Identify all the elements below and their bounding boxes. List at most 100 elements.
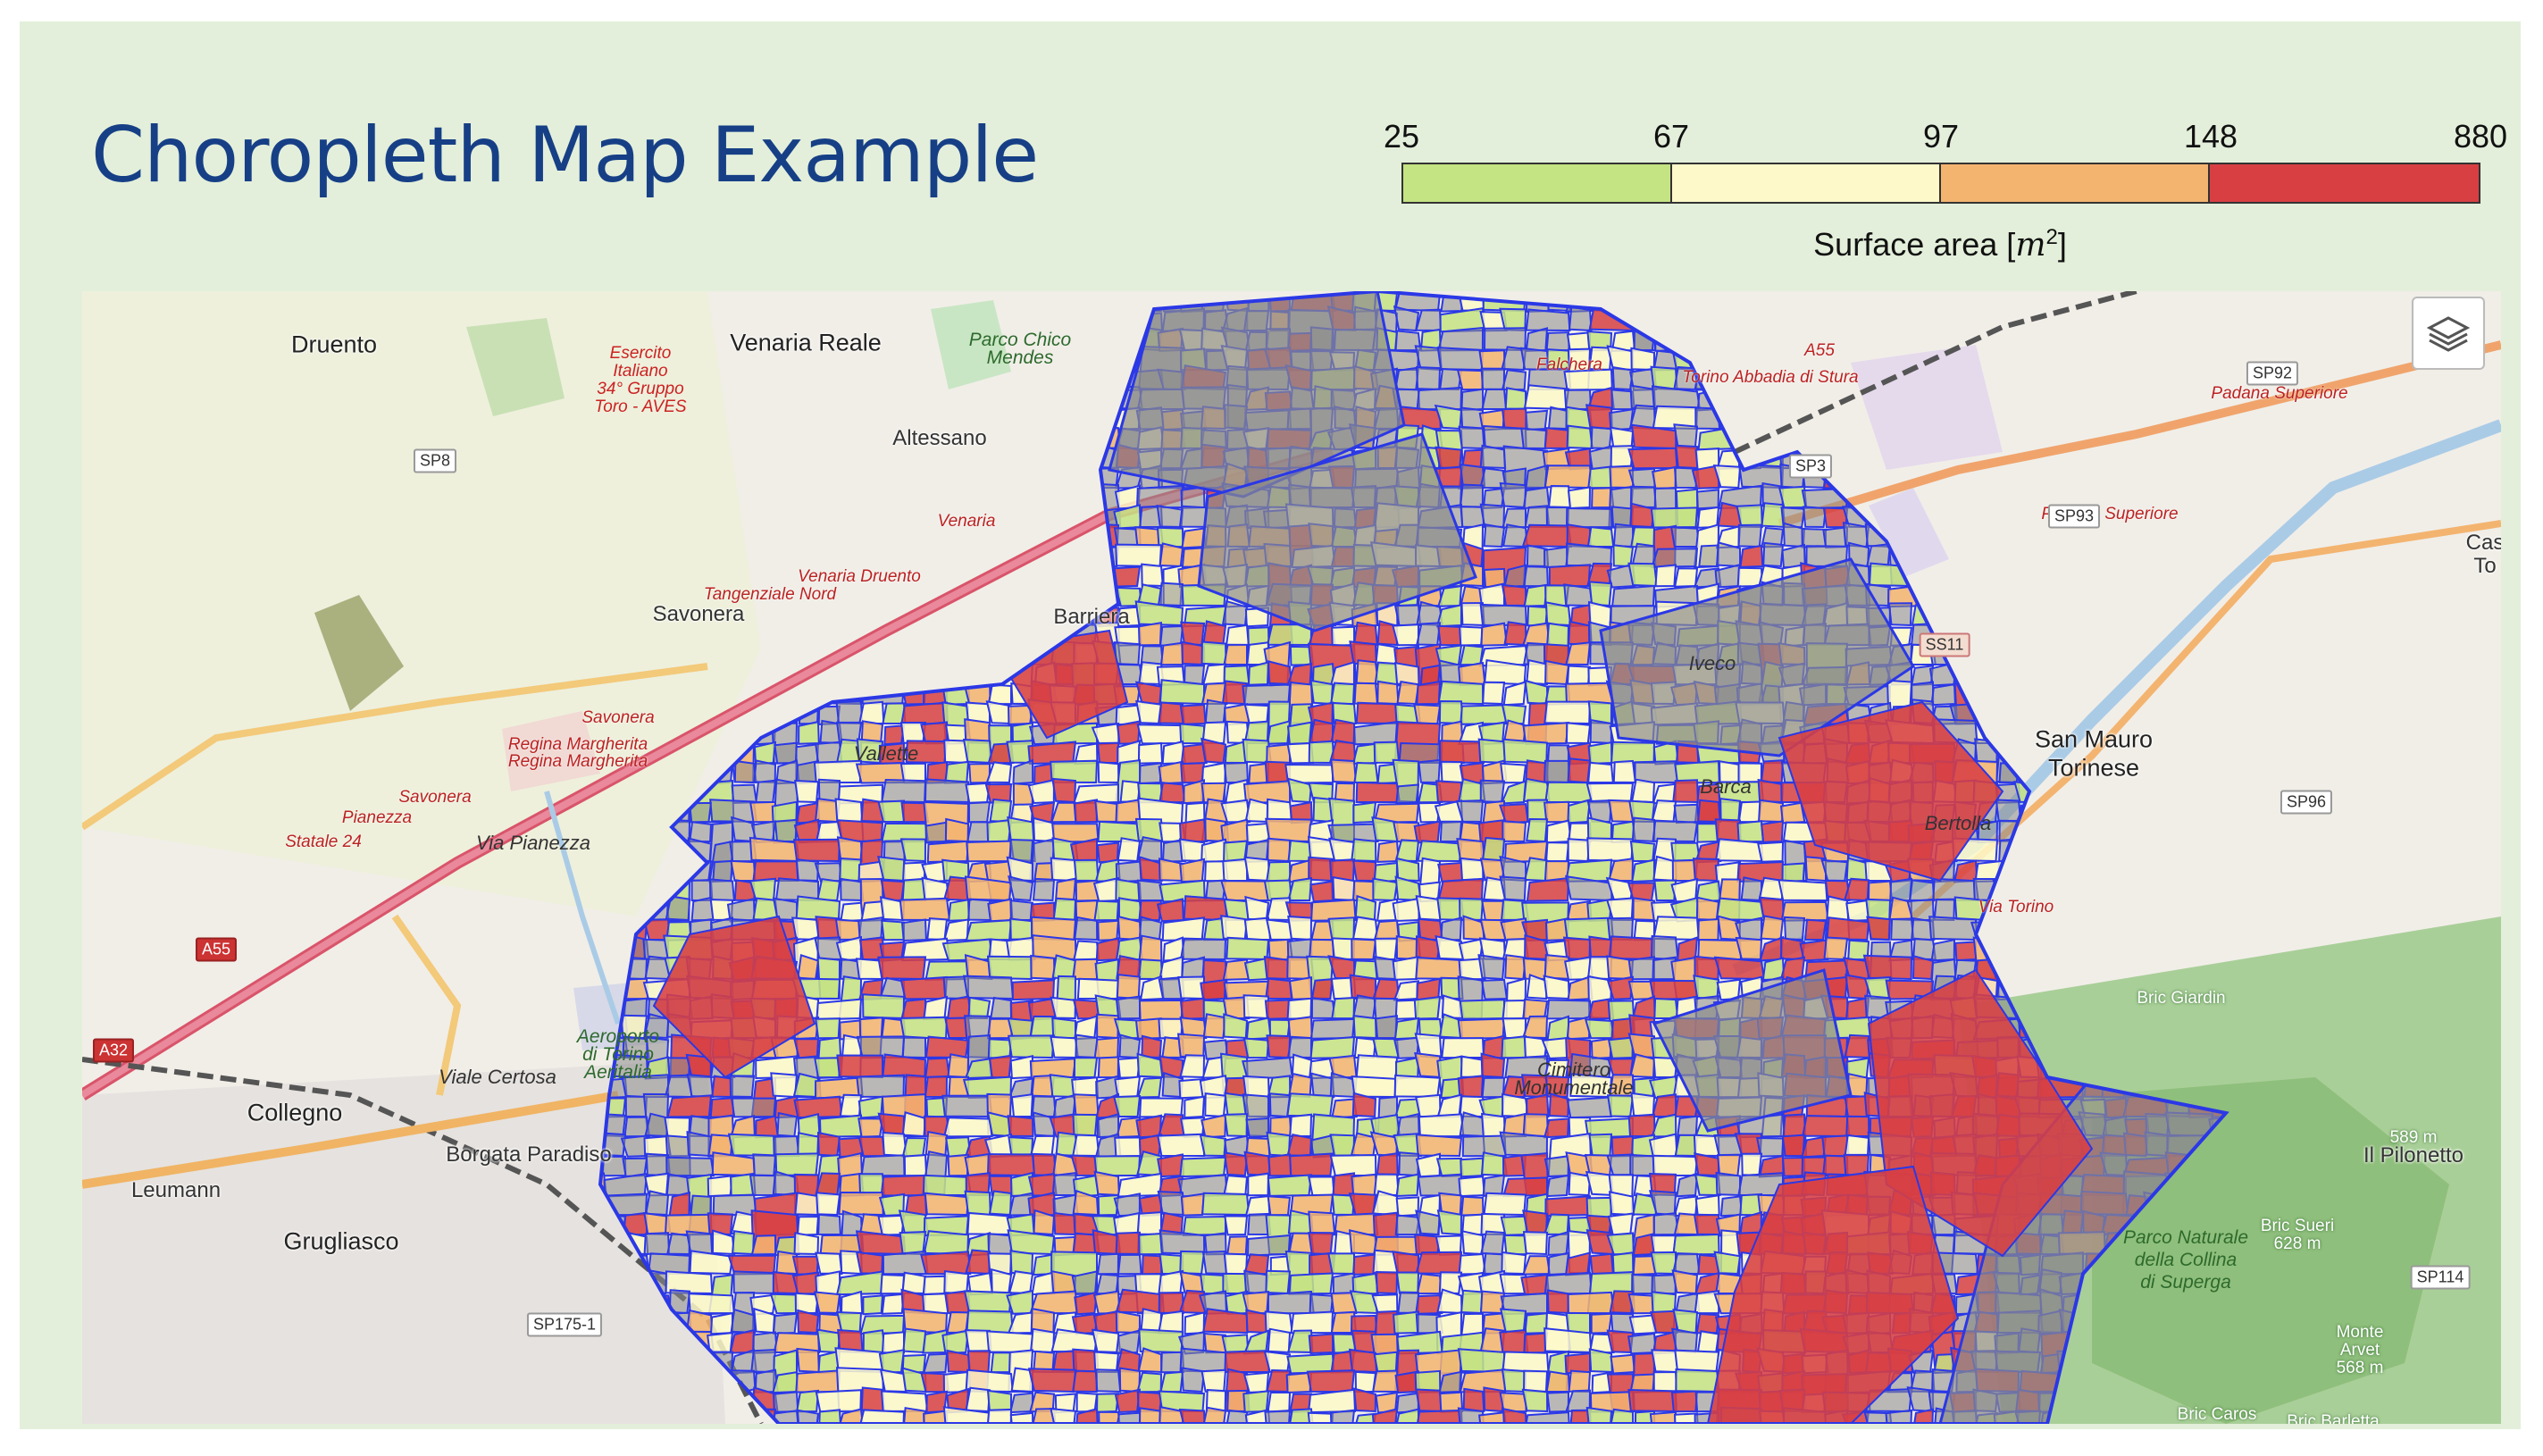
map-region: [707, 404, 735, 431]
map-region: [2231, 902, 2279, 921]
map-region: [1331, 996, 1356, 1020]
map-region: [1243, 856, 1271, 883]
map-region: [2187, 862, 2213, 903]
map-region: [1436, 1209, 1463, 1236]
map-region: [1306, 1369, 1356, 1393]
map-region: [1998, 465, 2020, 490]
map-region: [602, 661, 650, 686]
map-region: [600, 291, 628, 313]
map-region: [1456, 369, 1485, 391]
map-region: [1929, 309, 1955, 333]
map-region: [2205, 914, 2226, 941]
map-region: [1630, 1092, 1656, 1118]
map-region: [752, 681, 778, 706]
map-region: [840, 877, 865, 902]
map-region: [2122, 1310, 2151, 1335]
map-region: [1669, 526, 1700, 548]
map-region: [645, 1310, 670, 1335]
map-region: [1459, 644, 1485, 666]
map-region: [600, 802, 629, 824]
layers-control-button[interactable]: [2412, 297, 2485, 370]
map-region: [2235, 486, 2257, 508]
map-region: [1117, 1057, 1142, 1079]
map-region: [1200, 1113, 1227, 1139]
map-region: [922, 1352, 949, 1374]
map-region: [1027, 605, 1056, 627]
map-region: [2187, 719, 2213, 745]
place-label: Cas: [2465, 531, 2501, 555]
map-region: [792, 838, 841, 863]
map-region: [1223, 1151, 1249, 1177]
map-region: [640, 640, 672, 666]
map-region: [1483, 327, 1527, 352]
map-region: [600, 583, 628, 607]
map-region: [752, 1153, 777, 1177]
map-region: [1607, 1036, 1635, 1059]
map-region: [1970, 659, 2001, 686]
map-region: [1477, 738, 1506, 765]
map-region: [772, 1312, 799, 1335]
map-region: [1483, 523, 1506, 548]
map-region: [1375, 643, 1399, 666]
map-region: [663, 682, 693, 725]
map-region: [2127, 349, 2149, 391]
map-region: [813, 759, 863, 784]
map-region: [2166, 308, 2193, 332]
map-region: [733, 759, 757, 784]
map-region: [600, 897, 607, 922]
map-region: [1460, 406, 1485, 431]
map-region: [1054, 347, 1079, 372]
map-region: [1309, 718, 1334, 745]
map-region: [2233, 1094, 2277, 1117]
choropleth-map[interactable]: Druento Venaria Reale Altessano Savonera Col…: [82, 291, 2501, 1424]
map-region: [604, 1270, 627, 1295]
map-region: [920, 486, 949, 510]
map-region: [1332, 875, 1358, 902]
map-region: [1376, 680, 1400, 706]
map-region: [1008, 388, 1034, 411]
map-region: [1886, 428, 1913, 450]
map-region: [600, 566, 606, 589]
map-region: [990, 996, 1013, 1020]
map-region: [1156, 526, 1184, 548]
map-region: [600, 858, 627, 883]
map-region: [1415, 1294, 1443, 1315]
map-region: [1351, 838, 1377, 863]
map-region: [1331, 1098, 1358, 1119]
map-region: [905, 660, 929, 686]
map-region: [924, 1057, 950, 1079]
map-region: [1115, 1288, 1163, 1315]
map-region: [1609, 464, 1635, 490]
map-region: [1052, 546, 1077, 588]
road-shield: SS11: [1919, 632, 1970, 657]
map-region: [771, 543, 799, 568]
map-region: [1184, 1311, 1206, 1335]
map-region: [771, 504, 799, 530]
map-region: [1176, 1033, 1206, 1059]
map-region: [709, 1311, 734, 1335]
map-region: [600, 959, 628, 981]
map-region: [1607, 1212, 1635, 1236]
map-region: [1693, 308, 1721, 332]
layers-icon: [2426, 316, 2471, 352]
map-region: [881, 1293, 906, 1315]
place-label: Arvet: [2339, 1341, 2380, 1360]
map-region: [733, 465, 756, 490]
map-region: [623, 1310, 648, 1335]
map-region: [1010, 1092, 1034, 1118]
map-region: [602, 522, 627, 548]
map-region: [1031, 1271, 1056, 1296]
map-region: [1289, 1152, 1334, 1177]
map-region: [2231, 979, 2254, 999]
map-region: [1177, 975, 1205, 1000]
map-region: [2079, 447, 2106, 470]
map-region: [1179, 1250, 1206, 1276]
map-region: [2164, 921, 2192, 942]
map-region: [797, 1132, 820, 1158]
map-region: [2103, 796, 2128, 824]
map-region: [2211, 703, 2226, 726]
map-region: [2167, 1073, 2195, 1099]
map-region: [1996, 423, 2022, 450]
map-region: [1135, 484, 1184, 509]
map-region: [1523, 565, 1549, 588]
